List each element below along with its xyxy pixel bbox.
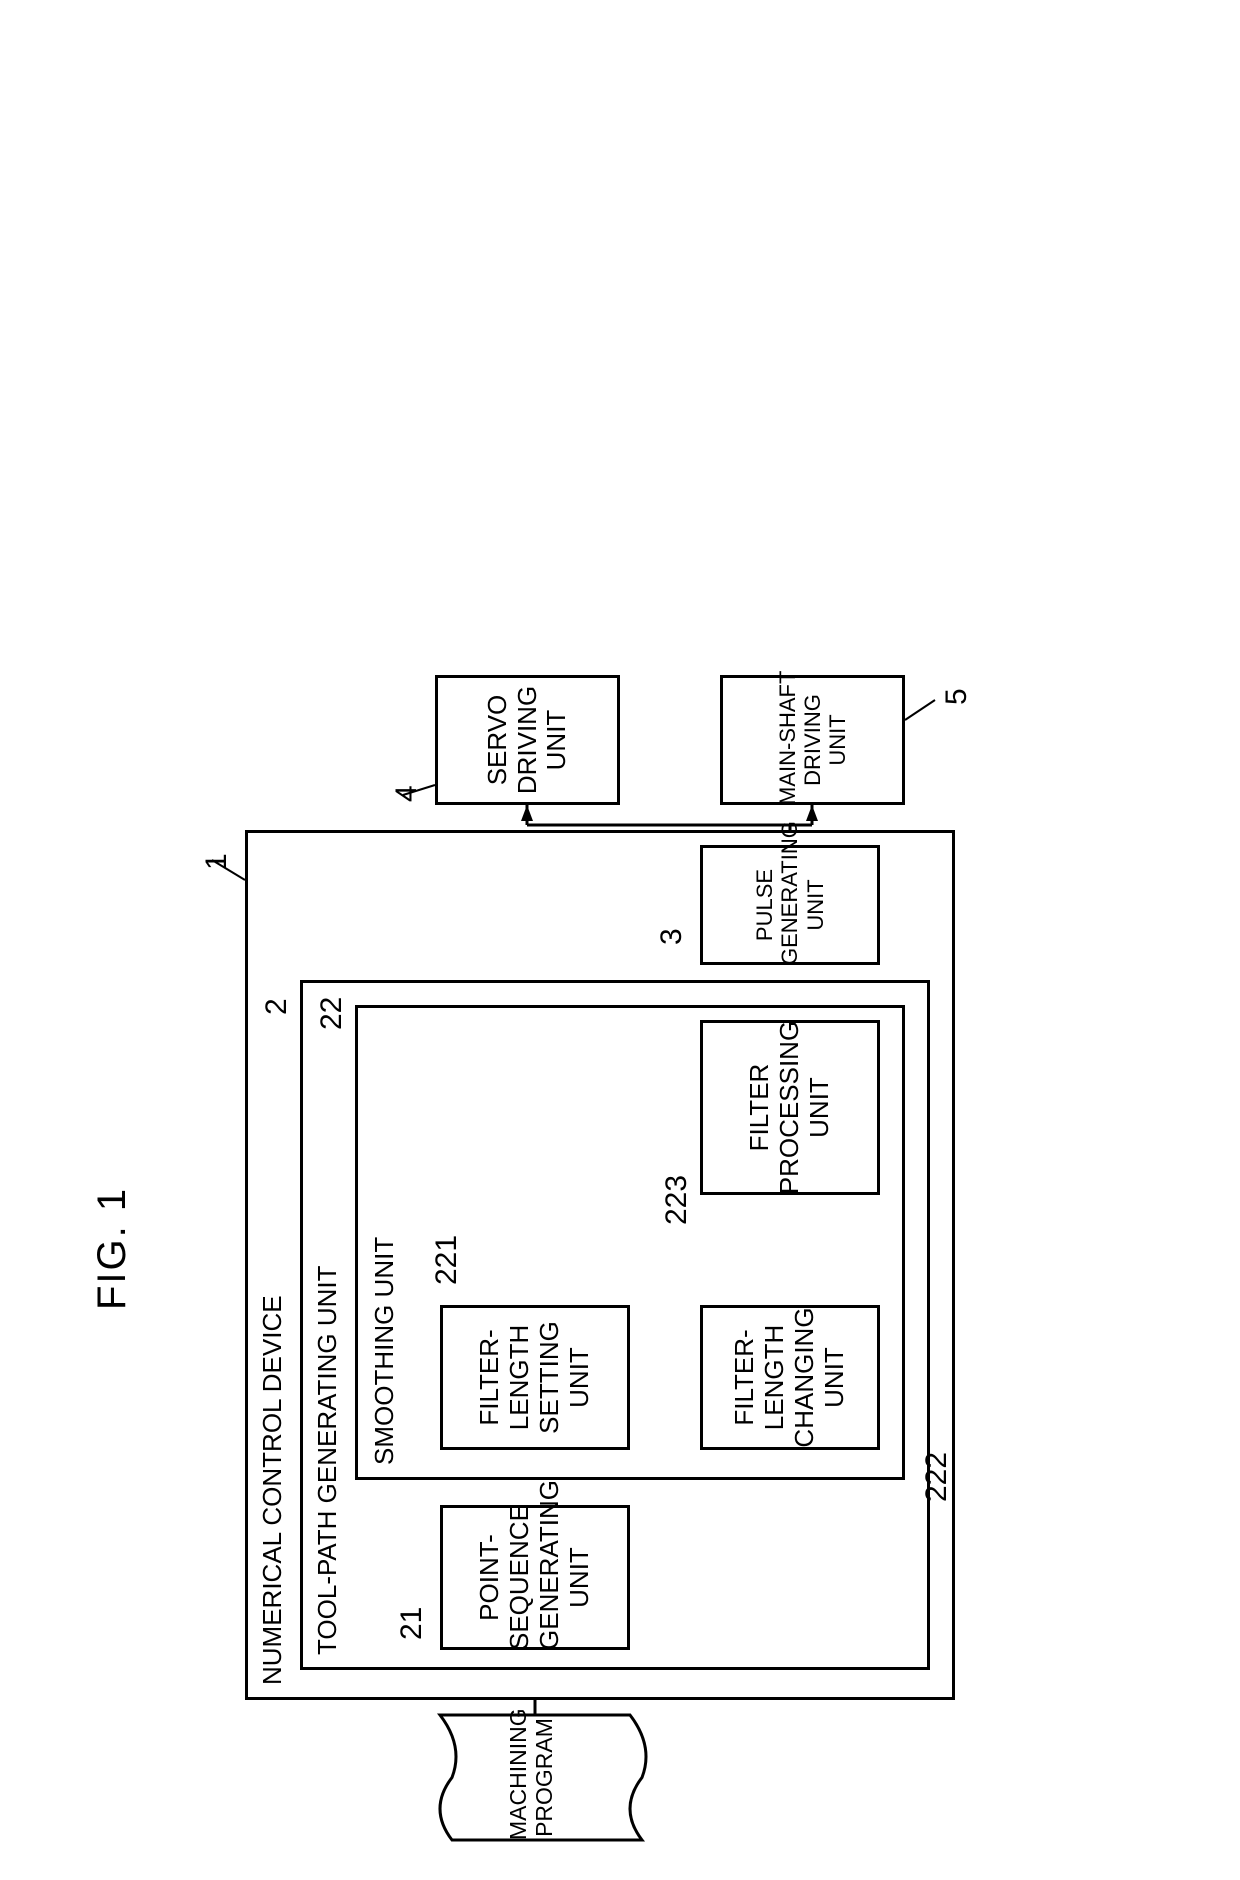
ref-ncd: 1 <box>200 853 234 870</box>
ref-fls: 221 <box>430 1235 464 1285</box>
diagram-stage: FIG. 1 MACHINING PROGRAM NUMERICAL CONTROL… <box>0 0 1240 1880</box>
ref-flc: 222 <box>920 1452 954 1502</box>
mainshaft-label: MAIN-SHAFT DRIVING UNIT <box>775 675 851 805</box>
pointseq-label: POINT- SEQUENCE GENERATING UNIT <box>475 1505 595 1650</box>
pulse-label: PULSE GENERATING UNIT <box>752 845 828 965</box>
figure-title: FIG. 1 <box>90 1187 135 1310</box>
ref-pointseq: 21 <box>395 1607 429 1640</box>
ref-servo: 4 <box>390 785 424 802</box>
ref-tpg: 2 <box>260 998 294 1015</box>
fproc-label: FILTER PROCESSING UNIT <box>745 1020 835 1195</box>
ncd-label: NUMERICAL CONTROL DEVICE <box>258 1295 288 1685</box>
tpg-label: TOOL-PATH GENERATING UNIT <box>313 1265 343 1655</box>
ref-fproc: 223 <box>660 1175 694 1225</box>
ref-pulse: 3 <box>655 928 689 945</box>
flc-label: FILTER- LENGTH CHANGING UNIT <box>730 1305 850 1450</box>
smoothing-label: SMOOTHING UNIT <box>370 1237 400 1465</box>
fls-label: FILTER- LENGTH SETTING UNIT <box>475 1305 595 1450</box>
ref-mainshaft: 5 <box>940 688 974 705</box>
servo-label: SERVO DRIVING UNIT <box>483 675 573 805</box>
ref-smoothing: 22 <box>315 997 349 1030</box>
machining-program-label: MACHINING PROGRAM <box>505 1715 558 1840</box>
